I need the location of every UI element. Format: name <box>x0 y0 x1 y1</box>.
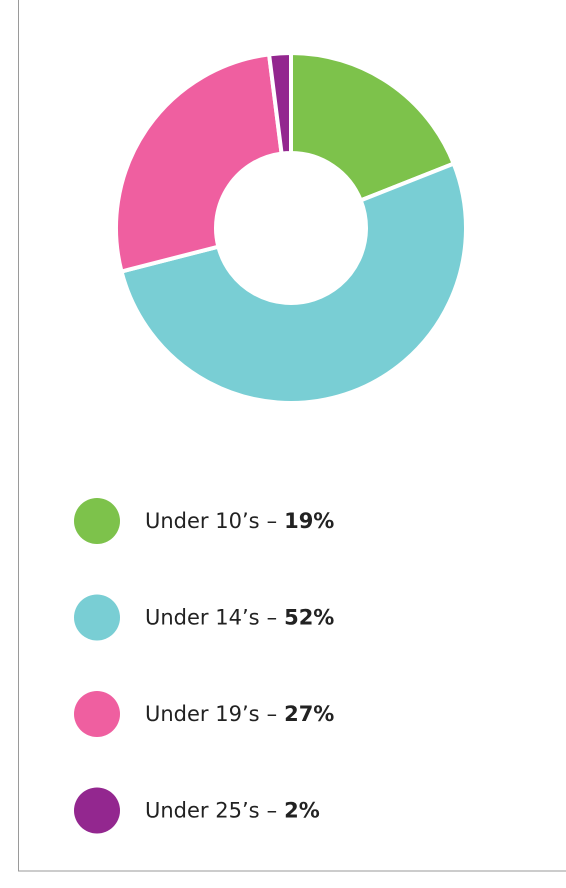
legend-category: Under 19’s <box>145 702 260 726</box>
legend-swatch <box>74 594 120 641</box>
donut-segment <box>114 52 284 274</box>
legend-value: 2% <box>284 799 320 823</box>
legend-category: Under 25’s <box>145 799 260 823</box>
legend-label: Under 19’s –27% <box>145 702 334 726</box>
legend-label: Under 25’s –2% <box>145 799 320 823</box>
legend-category: Under 10’s <box>145 509 260 533</box>
legend-swatch <box>74 787 120 834</box>
frame <box>18 0 566 872</box>
legend-label: Under 14’s –52% <box>145 606 334 630</box>
legend-separator: – <box>267 799 278 823</box>
legend-swatch <box>74 691 120 737</box>
legend-label: Under 10’s –19% <box>145 509 334 533</box>
legend-separator: – <box>267 606 278 630</box>
legend-separator: – <box>267 509 278 533</box>
legend-category: Under 14’s <box>145 606 260 630</box>
donut-segment <box>266 50 293 156</box>
legend-swatch <box>74 498 120 544</box>
donut-segment <box>289 50 457 203</box>
legend-separator: – <box>267 702 278 726</box>
legend-value: 27% <box>284 702 334 726</box>
donut-segment <box>119 160 468 405</box>
legend-value: 19% <box>284 509 334 533</box>
legend-value: 52% <box>284 606 334 630</box>
